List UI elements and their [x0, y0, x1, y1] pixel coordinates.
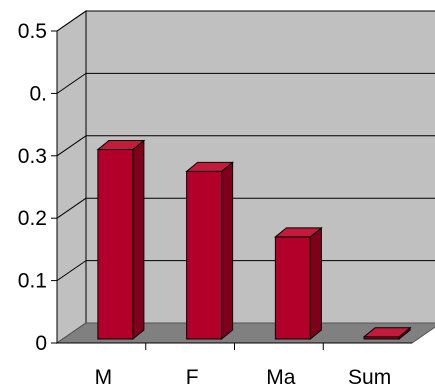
bar-top	[96, 140, 146, 151]
gridline-side	[56, 135, 87, 157]
bar-top	[185, 161, 235, 172]
x-tick-label: Ma	[266, 366, 295, 387]
chart-bars	[96, 139, 412, 341]
bar	[273, 226, 323, 341]
bar-top	[273, 227, 323, 238]
y-tick-label: 0.	[29, 82, 47, 105]
bar-front	[274, 236, 311, 340]
bar-side	[132, 139, 145, 341]
bar	[96, 139, 146, 341]
bar-side	[221, 161, 234, 341]
gridline-side	[56, 72, 87, 94]
bar-top	[362, 327, 412, 338]
x-tick-label: M	[95, 366, 113, 387]
x-tick-label: Sum	[348, 366, 391, 387]
y-tick-label: 0.2	[18, 207, 47, 230]
x-tick-label: F	[186, 366, 199, 387]
side-wall	[56, 10, 87, 344]
y-tick-label: 0.1	[18, 270, 47, 293]
y-tick-label: 0.5	[18, 20, 47, 43]
bar	[362, 326, 412, 341]
y-tick-label: 0.3	[18, 145, 47, 168]
chart-labels: 0 0.1 0.2 0.3 0. 0.5 M F Ma Sum	[18, 20, 391, 387]
bar-side	[309, 226, 322, 341]
y-tick-label: 0	[35, 332, 47, 355]
gridline-side	[56, 197, 87, 219]
bar	[185, 161, 235, 341]
bar-front	[97, 149, 134, 340]
gridline-side	[56, 260, 87, 282]
bar-front	[186, 170, 223, 340]
gridline-side	[56, 10, 87, 32]
chart-axes	[51, 30, 412, 350]
